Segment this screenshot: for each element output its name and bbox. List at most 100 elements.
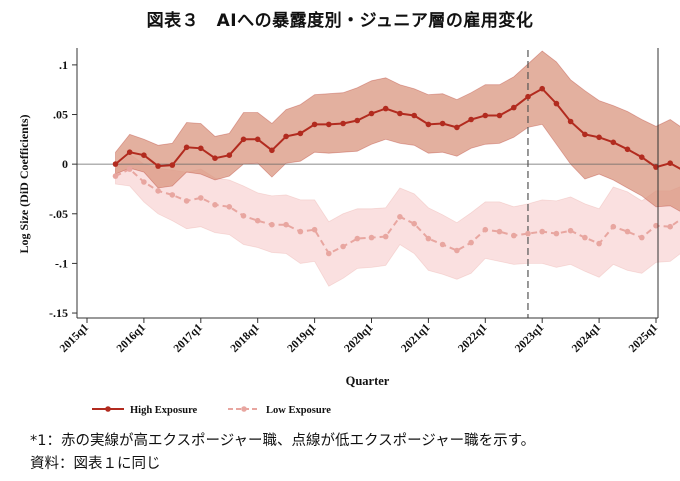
low-exposure-point xyxy=(425,235,432,242)
y-axis-label: Log Size (DiD Coefficients) xyxy=(17,115,31,254)
high-exposure-point xyxy=(283,133,289,140)
low-exposure-point xyxy=(112,173,119,179)
high-exposure-point xyxy=(425,121,432,128)
high-exposure-point xyxy=(254,136,261,143)
low-exposure-point xyxy=(454,247,460,254)
high-exposure-point xyxy=(567,118,574,125)
low-exposure-point xyxy=(155,188,161,194)
high-exposure-point xyxy=(653,164,659,170)
high-exposure-point xyxy=(368,110,375,117)
high-exposure-point xyxy=(326,121,332,128)
x-tick-label: 2015q1 xyxy=(58,321,92,355)
low-exposure-point xyxy=(639,234,645,241)
low-exposure-point xyxy=(283,221,289,228)
y-tick-label: -.1 xyxy=(55,256,68,270)
high-exposure-point xyxy=(340,120,346,127)
low-exposure-point xyxy=(269,221,275,228)
x-tick-label: 2017q1 xyxy=(172,321,206,355)
high-exposure-point xyxy=(269,147,275,154)
x-tick-label: 2022q1 xyxy=(456,321,490,355)
high-exposure-point xyxy=(212,155,218,161)
high-exposure-point xyxy=(624,146,631,153)
low-exposure-point xyxy=(624,228,631,235)
low-exposure-point xyxy=(582,234,588,241)
low-exposure-point xyxy=(198,195,204,201)
low-exposure-point xyxy=(141,179,147,185)
low-exposure-point xyxy=(482,226,489,233)
high-exposure-point xyxy=(169,162,176,168)
high-exposure-point xyxy=(126,149,133,155)
low-exposure-point xyxy=(212,202,218,208)
low-exposure-point xyxy=(169,192,176,198)
x-tick-label: 2018q1 xyxy=(228,321,262,355)
low-exposure-point xyxy=(226,204,233,210)
y-tick-label: -.15 xyxy=(49,306,68,320)
low-exposure-point xyxy=(567,227,574,234)
high-exposure-point xyxy=(639,154,645,160)
low-exposure-point xyxy=(511,232,517,239)
high-exposure-point xyxy=(596,134,602,141)
low-exposure-point xyxy=(382,233,389,240)
low-exposure-point xyxy=(340,243,346,250)
high-exposure-point xyxy=(454,124,460,131)
low-exposure-point xyxy=(553,230,560,237)
low-exposure-point xyxy=(254,217,261,224)
y-tick-label: .05 xyxy=(53,108,68,122)
high-exposure-point xyxy=(439,120,446,127)
high-exposure-point xyxy=(511,104,517,111)
chart-title: 図表３ AIへの暴露度別・ジュニア層の雇用変化 xyxy=(146,11,534,31)
high-exposure-point xyxy=(141,152,147,158)
high-exposure-point xyxy=(482,112,489,119)
low-exposure-point xyxy=(525,230,531,237)
high-exposure-point xyxy=(297,130,304,137)
low-exposure-point xyxy=(126,166,133,172)
legend-low-marker xyxy=(241,406,247,412)
low-exposure-point xyxy=(596,240,602,247)
y-tick-label: -.05 xyxy=(49,207,68,221)
high-exposure-point xyxy=(610,139,617,146)
low-exposure-point xyxy=(496,228,503,235)
legend-low-label: Low Exposure xyxy=(266,405,331,416)
low-exposure-ci-band xyxy=(115,153,680,287)
low-exposure-point xyxy=(539,228,545,235)
x-tick-label: 2021q1 xyxy=(399,321,433,355)
low-exposure-point xyxy=(240,213,247,219)
high-exposure-point xyxy=(539,85,545,92)
high-exposure-point xyxy=(468,116,474,123)
low-exposure-point xyxy=(411,220,418,227)
low-exposure-point xyxy=(354,235,361,242)
high-exposure-point xyxy=(155,163,161,169)
x-tick-label: 2020q1 xyxy=(342,321,376,355)
low-exposure-point xyxy=(667,223,673,230)
high-exposure-point xyxy=(397,110,403,117)
high-exposure-point xyxy=(667,160,673,166)
low-exposure-point xyxy=(439,241,446,248)
low-exposure-point xyxy=(653,222,659,229)
x-tick-label: 2024q1 xyxy=(570,321,604,355)
high-exposure-point xyxy=(198,145,204,152)
y-tick-label: .1 xyxy=(59,58,68,72)
high-exposure-point xyxy=(382,105,389,112)
low-exposure-point xyxy=(326,250,332,257)
low-exposure-point xyxy=(311,226,318,233)
x-tick-label: 2019q1 xyxy=(285,321,319,355)
chart-note: *1：赤の実線が高エクスポージャー職、点線が低エクスポージャー職を示す。 xyxy=(30,433,536,449)
high-exposure-point xyxy=(112,161,119,167)
y-tick-label: 0 xyxy=(62,157,68,171)
high-exposure-point xyxy=(226,152,233,158)
high-exposure-point xyxy=(183,144,190,151)
high-exposure-point xyxy=(553,100,560,107)
high-exposure-point xyxy=(525,93,531,100)
x-tick-label: 2016q1 xyxy=(115,321,149,355)
low-exposure-point xyxy=(183,198,190,204)
legend-high-marker xyxy=(105,406,111,412)
high-exposure-point xyxy=(311,121,318,128)
x-axis-label: Quarter xyxy=(346,374,390,388)
low-exposure-point xyxy=(610,223,617,230)
x-tick-label: 2025q1 xyxy=(627,321,661,355)
high-exposure-point xyxy=(496,112,503,119)
low-exposure-point xyxy=(397,214,403,220)
high-exposure-point xyxy=(354,117,361,124)
x-tick-label: 2023q1 xyxy=(513,321,547,355)
